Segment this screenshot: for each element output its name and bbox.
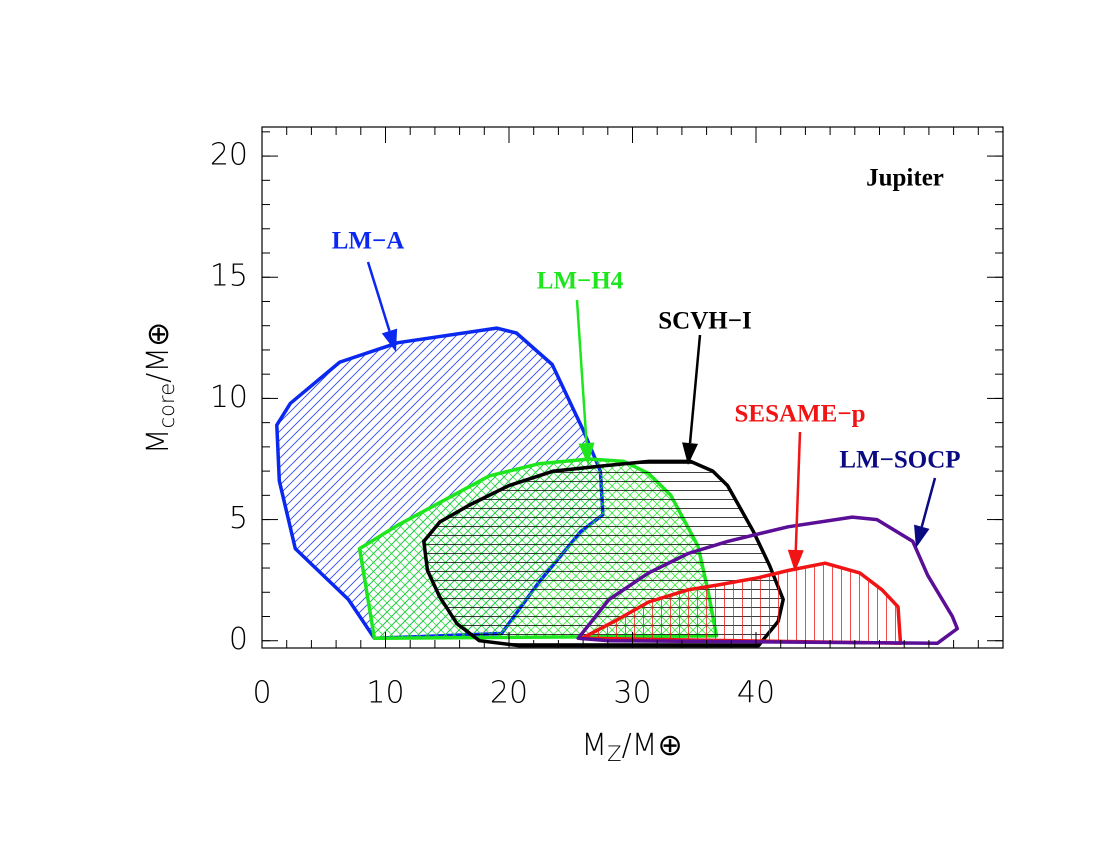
region-hatch xyxy=(581,563,901,644)
arrow-head xyxy=(787,549,804,572)
x-tick-label: 20 xyxy=(490,676,528,711)
arrow-shaft xyxy=(366,261,391,332)
x-tick-label: 0 xyxy=(252,676,271,711)
y-label-rest: /M⊕ xyxy=(141,322,176,383)
x-tick-label: 40 xyxy=(737,676,775,711)
annotation: Jupiter xyxy=(866,165,944,192)
arrow-shaft xyxy=(688,334,702,444)
arrow-shaft xyxy=(794,431,802,551)
x-tick-label: 10 xyxy=(366,676,404,711)
arrow-shaft xyxy=(920,477,937,528)
x-axis-label: MZ/M⊕ xyxy=(581,728,682,766)
series-label: SCVH−I xyxy=(658,308,751,335)
x-tick-label: 30 xyxy=(613,676,651,711)
series-label: SESAME−p xyxy=(735,401,866,428)
y-label-sub: core xyxy=(155,383,179,429)
arrow-head xyxy=(578,442,595,465)
y-tick-label: 20 xyxy=(210,138,248,173)
region-outline xyxy=(422,459,785,648)
series-label: LM−A xyxy=(332,228,405,255)
arrow-head xyxy=(381,328,398,352)
arrow-head xyxy=(914,524,930,548)
y-tick-label: 10 xyxy=(210,380,248,415)
y-tick-label: 0 xyxy=(229,622,248,657)
series-label: LM−SOCP xyxy=(839,447,960,474)
region-outline xyxy=(580,561,903,645)
x-label-sub: Z xyxy=(607,742,621,766)
y-axis-label: Mcore/M⊕ xyxy=(141,322,179,455)
arrow-shaft xyxy=(575,299,588,444)
x-label-main: M xyxy=(581,728,607,763)
region-outline xyxy=(576,515,960,645)
series-label: LM−H4 xyxy=(537,268,624,295)
y-tick-label: 5 xyxy=(229,501,248,536)
y-tick-label: 15 xyxy=(210,259,248,294)
regions xyxy=(275,326,960,648)
arrow-head xyxy=(682,442,698,465)
y-label-main: M xyxy=(141,428,176,454)
x-label-rest: /M⊕ xyxy=(622,728,683,763)
